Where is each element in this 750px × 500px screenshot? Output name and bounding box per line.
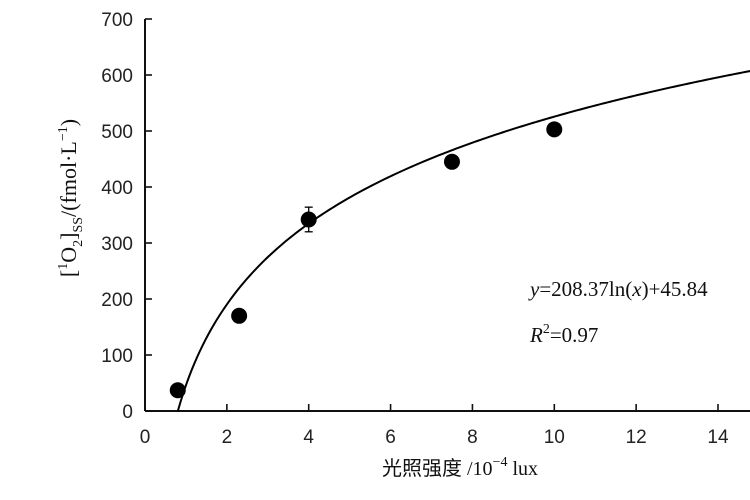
y-tick-label: 100 [101,346,133,367]
y-tick-label: 200 [101,290,133,311]
x-tick-label: 6 [385,427,396,448]
plot-area: 0 100 200 300 400 500 600 700 0 2 4 6 8 10 12 14 [101,10,750,448]
data-point [443,153,460,170]
y-tick-label: 600 [101,66,133,87]
data-point [231,307,248,324]
x-tick-label: 4 [303,427,314,448]
y-tick-label: 0 [122,402,133,423]
x-axis-label: 光照强度 /10−4 lux [382,455,538,480]
data-point [300,211,317,228]
y-ticks: 0 100 200 300 400 500 600 700 [101,10,152,423]
y-axis-label: [1O2]SS/(fmol·L−1) [56,119,86,277]
data-points [169,121,563,399]
x-tick-label: 8 [467,427,478,448]
x-tick-label: 2 [222,427,233,448]
y-tick-label: 500 [101,122,133,143]
y-tick-label: 400 [101,178,133,199]
x-tick-label: 0 [140,427,151,448]
x-ticks: 0 2 4 6 8 10 12 14 [140,404,729,448]
equation-label: y=208.37ln(x)+45.84 [528,277,708,301]
data-point [169,382,186,399]
x-tick-label: 10 [544,427,565,448]
y-tick-label: 700 [101,10,133,31]
y-tick-label: 300 [101,234,133,255]
fit-curve [176,70,750,412]
x-tick-label: 14 [707,427,729,448]
x-tick-label: 12 [626,427,647,448]
r-squared-label: R2=0.97 [529,322,598,347]
data-point [546,121,563,138]
